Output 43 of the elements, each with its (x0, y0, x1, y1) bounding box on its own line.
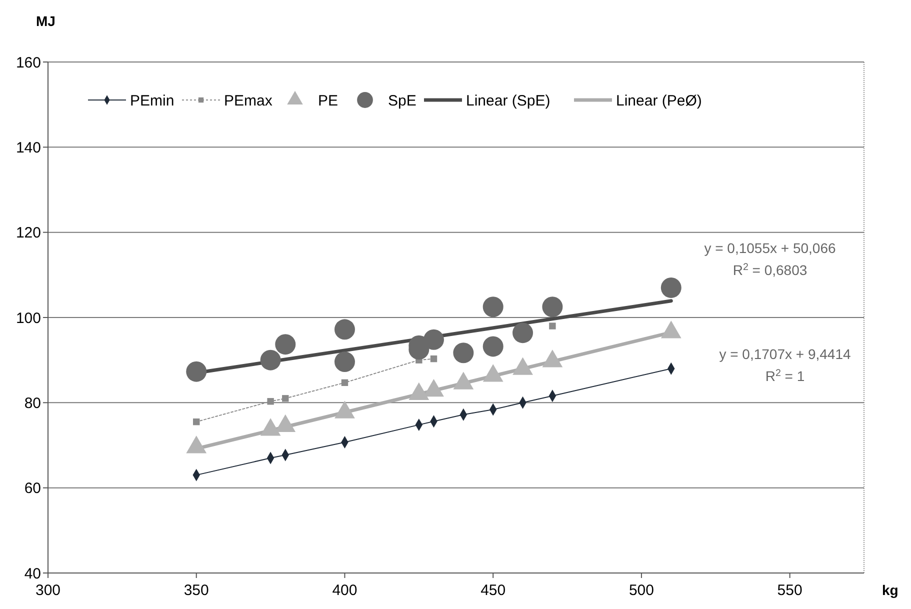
point (334, 319, 355, 340)
point (334, 352, 355, 372)
legend-label: PE (318, 92, 338, 110)
legend-label: PEmax (224, 92, 273, 110)
annotation: y = 0,1055x + 50,066 (704, 240, 836, 256)
x-tick-label: 300 (35, 582, 61, 599)
point (660, 277, 682, 298)
legend-label: PEmin (130, 92, 174, 110)
legend-label: SpE (388, 92, 416, 110)
point (482, 296, 504, 318)
point (260, 350, 281, 370)
point (482, 336, 504, 357)
x-tick-label: 550 (777, 582, 802, 599)
point (267, 398, 274, 405)
annotation: y = 0,1707x + 9,4414 (719, 346, 851, 362)
y-tick-label: 60 (24, 480, 41, 498)
y-tick-label: 80 (24, 394, 41, 412)
point (341, 379, 348, 386)
point (430, 355, 438, 362)
x-axis-title: kg (882, 582, 898, 598)
point (193, 418, 200, 426)
legend-label: Linear (PeØ) (616, 92, 702, 110)
annotation: R$^{2}$ = 0,6803 (732, 261, 808, 278)
point (512, 322, 534, 344)
point (275, 334, 296, 355)
y-tick-label: 140 (16, 139, 41, 156)
point (453, 342, 474, 364)
y-tick-label: 160 (16, 54, 41, 72)
x-tick-label: 400 (332, 582, 358, 599)
x-tick-label: 350 (184, 582, 209, 599)
y-tick-label: 120 (16, 224, 41, 242)
point (186, 361, 207, 382)
y-tick-label: 40 (24, 565, 41, 582)
x-tick-label: 450 (480, 582, 506, 599)
point (542, 296, 563, 318)
y-axis-title: MJ (36, 13, 56, 29)
annotation: R$^{2}$ = 1 (765, 367, 805, 384)
point (549, 322, 556, 330)
legend-label: Linear (SpE) (466, 92, 550, 110)
y-tick-label: 100 (16, 310, 41, 327)
point (282, 395, 289, 402)
point (423, 329, 444, 350)
x-tick-label: 500 (628, 582, 654, 599)
